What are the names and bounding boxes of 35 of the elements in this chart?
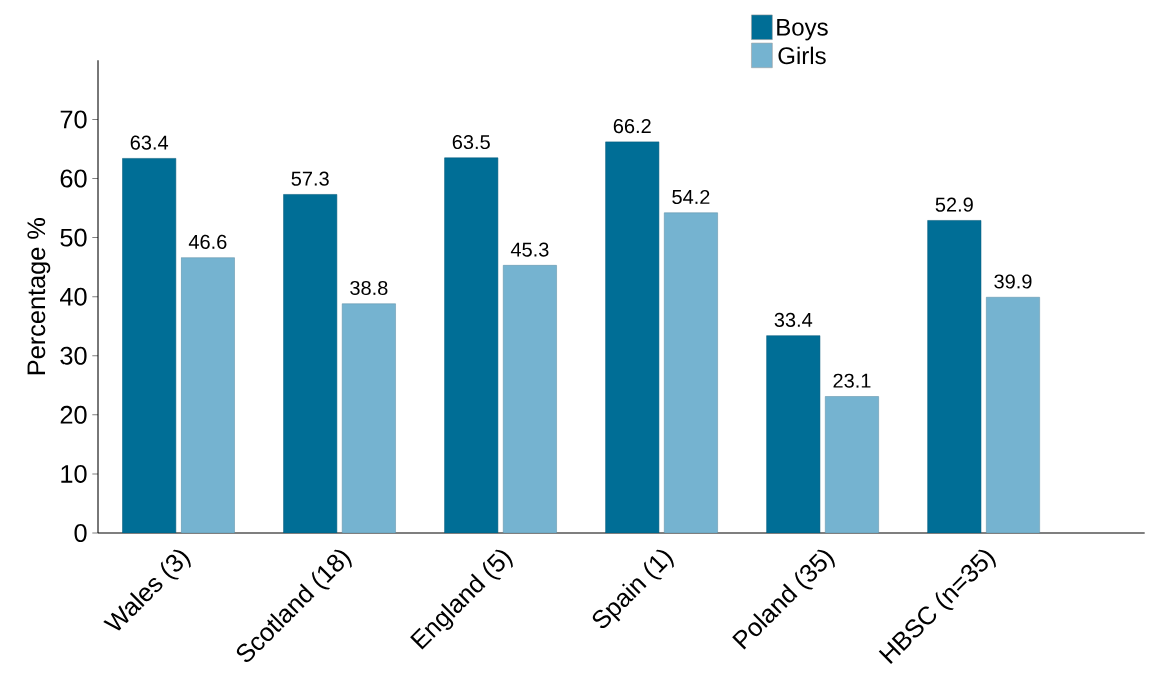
- data-label: 63.5: [452, 134, 490, 150]
- bar: [122, 158, 177, 533]
- data-label: 45.3: [510, 242, 549, 257]
- y-axis-title: Percentage %: [27, 218, 51, 375]
- y-tick-label: 30: [60, 346, 87, 365]
- y-tick-label: 50: [60, 228, 87, 247]
- y-tick-label: 70: [60, 110, 87, 129]
- bar: [283, 194, 338, 533]
- y-tick-label: 0: [74, 524, 87, 542]
- bar: [444, 157, 499, 533]
- y-tick-label: 10: [61, 464, 87, 483]
- data-label: 23.1: [833, 373, 871, 388]
- y-tick-label: 60: [60, 169, 87, 188]
- bar: [825, 396, 879, 533]
- y-tick-label: 40: [60, 287, 87, 306]
- y-tick-label: 20: [60, 405, 87, 424]
- bar: [341, 303, 396, 533]
- data-label: 33.4: [774, 312, 813, 327]
- data-label: 54.2: [672, 189, 710, 205]
- bar: [927, 220, 982, 533]
- bar: [664, 212, 718, 533]
- data-label: 52.9: [935, 197, 973, 212]
- bar: [502, 265, 557, 533]
- bar: [605, 141, 660, 533]
- bar: [180, 257, 235, 533]
- data-label: 38.8: [350, 280, 388, 296]
- data-label: 66.2: [613, 118, 651, 134]
- data-label: 57.3: [291, 171, 329, 186]
- data-label: 46.6: [188, 234, 227, 249]
- data-label: 63.4: [130, 135, 169, 150]
- legend-label: Girls: [778, 46, 826, 65]
- data-label: 39.9: [994, 274, 1032, 289]
- bar: [766, 335, 821, 533]
- legend-label: Boys: [777, 18, 828, 41]
- bar: [986, 296, 1040, 533]
